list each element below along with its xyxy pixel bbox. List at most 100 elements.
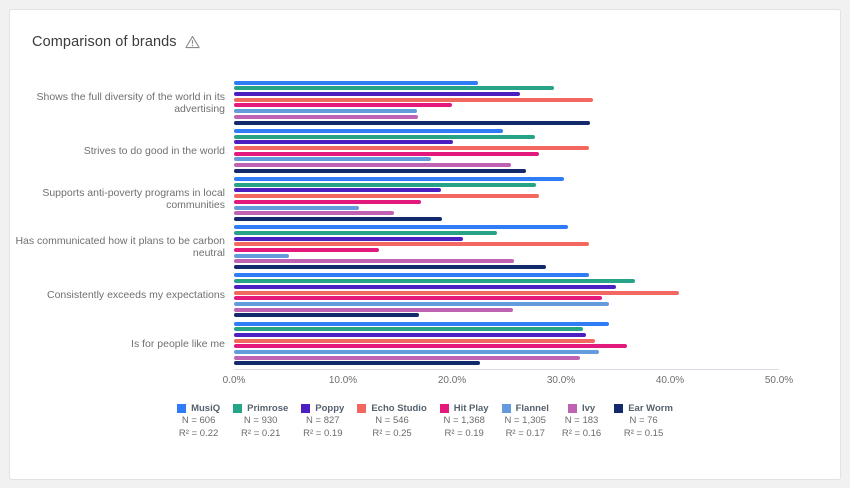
x-axis: 0.0% 10.0% 20.0% 30.0% 40.0% 50.0% <box>223 369 793 387</box>
bar-ear-worm <box>234 361 481 366</box>
legend-swatch <box>614 404 624 414</box>
bar-hit-play <box>234 151 540 156</box>
x-axis-tick: 50.0% <box>764 375 794 387</box>
bar-flannel <box>234 253 289 258</box>
bar-ear-worm <box>234 168 527 173</box>
bar-primrose <box>234 134 535 139</box>
legend-swatch <box>177 404 187 414</box>
bar-musiq <box>234 80 479 85</box>
legend-series-name: Echo Studio <box>371 403 427 415</box>
bar-ear-worm <box>234 313 420 318</box>
legend-sample-size: N = 546 <box>375 415 409 427</box>
chart-title: Comparison of brands <box>32 34 177 50</box>
bar-echo-studio <box>234 242 590 247</box>
bar-musiq <box>234 177 565 182</box>
legend-r-squared: R² = 0.19 <box>444 428 484 440</box>
bar-hit-play <box>234 248 379 252</box>
bar-ear-worm <box>234 216 443 221</box>
bar-poppy <box>234 92 520 97</box>
chart-card: Comparison of brands Shows the full dive… <box>9 9 841 480</box>
bar-echo-studio <box>234 97 593 102</box>
bar-primrose <box>234 182 536 187</box>
bar-flannel <box>234 109 418 114</box>
bar-musiq <box>234 225 568 230</box>
bar-musiq <box>234 273 590 278</box>
bar-echo-studio <box>234 290 679 295</box>
bar-primrose <box>234 230 497 235</box>
category-label: Strives to do good in the world <box>83 144 225 157</box>
legend-r-squared: R² = 0.21 <box>241 428 281 440</box>
legend-r-squared: R² = 0.22 <box>178 428 219 440</box>
bar-flannel <box>234 157 432 162</box>
bar-group <box>234 79 779 126</box>
bar-poppy <box>234 188 442 193</box>
bar-echo-studio <box>234 338 595 343</box>
legend-swatch <box>501 404 511 414</box>
plot-area: Shows the full diversity of the world in… <box>10 79 840 367</box>
legend-series-name: Ivy <box>581 403 596 415</box>
bar-ear-worm <box>234 120 591 125</box>
legend-series-name: Ear Worm <box>628 403 673 415</box>
category-label: Shows the full diversity of the world in… <box>36 90 226 115</box>
legend-item-ear-worm: Ear Worm N = 76 R² = 0.15 <box>614 403 673 440</box>
category-group: Has communicated how it plans to be carb… <box>10 224 840 271</box>
bar-ivy <box>234 163 511 167</box>
x-axis-tick: 10.0% <box>328 375 358 387</box>
category-label: Has communicated how it plans to be carb… <box>15 235 225 260</box>
legend-swatch <box>567 404 577 414</box>
legend-sample-size: N = 76 <box>629 415 658 427</box>
legend-swatch <box>233 404 243 414</box>
legend-item-musiq: MusiQ N = 606 R² = 0.22 <box>177 403 220 440</box>
bar-echo-studio <box>234 145 590 150</box>
legend-series-name: MusiQ <box>191 403 221 415</box>
legend-r-squared: R² = 0.16 <box>561 428 602 440</box>
legend-series-name: Flannel <box>515 403 549 415</box>
bar-ear-worm <box>234 265 546 270</box>
bar-poppy <box>234 284 616 289</box>
bar-hit-play <box>234 103 452 108</box>
legend-item-echo-studio: Echo Studio N = 546 R² = 0.25 <box>357 403 427 440</box>
legend-item-ivy: Ivy N = 183 R² = 0.16 <box>562 403 601 440</box>
category-label: Supports anti-poverty programs in local … <box>42 186 225 211</box>
x-axis-tick: 0.0% <box>222 375 246 387</box>
legend-r-squared: R² = 0.17 <box>505 428 545 440</box>
category-group: Strives to do good in the world <box>10 127 840 174</box>
legend-swatch <box>439 404 449 414</box>
legend-sample-size: N = 183 <box>564 415 599 427</box>
legend-series-name: Primrose <box>247 403 289 415</box>
bar-primrose <box>234 279 636 284</box>
legend-item-primrose: Primrose N = 930 R² = 0.21 <box>233 403 288 440</box>
bar-echo-studio <box>234 194 540 199</box>
legend-r-squared: R² = 0.19 <box>303 428 343 440</box>
x-axis-tick: 40.0% <box>655 375 685 387</box>
legend-sample-size: N = 827 <box>306 415 340 427</box>
chart-legend: MusiQ N = 606 R² = 0.22 Primrose N = 930 R² =… <box>10 403 840 440</box>
category-label: Consistently exceeds my expectations <box>46 289 225 302</box>
legend-series-name: Poppy <box>315 403 345 415</box>
legend-series-name: Hit Play <box>453 403 489 415</box>
bar-ivy <box>234 259 515 264</box>
bar-flannel <box>234 301 609 306</box>
bar-musiq <box>234 128 504 133</box>
bar-poppy <box>234 140 454 145</box>
bar-hit-play <box>234 296 603 301</box>
x-axis-tick: 30.0% <box>546 375 576 387</box>
bar-group <box>234 127 779 174</box>
bar-group <box>234 224 779 271</box>
bar-group <box>234 320 779 367</box>
bar-primrose <box>234 86 555 91</box>
category-group: Shows the full diversity of the world in… <box>10 79 840 126</box>
warning-icon[interactable] <box>185 35 200 49</box>
chart-header: Comparison of brands <box>10 10 840 50</box>
category-group: Is for people like me <box>10 320 840 367</box>
bar-poppy <box>234 236 463 241</box>
bar-group <box>234 175 779 222</box>
bar-ivy <box>234 355 580 360</box>
bar-musiq <box>234 321 609 326</box>
category-label: Is for people like me <box>131 337 225 350</box>
bar-poppy <box>234 333 587 337</box>
legend-r-squared: R² = 0.25 <box>372 428 412 440</box>
bar-hit-play <box>234 344 628 349</box>
legend-sample-size: N = 930 <box>243 415 278 427</box>
category-group: Consistently exceeds my expectations <box>10 272 840 319</box>
